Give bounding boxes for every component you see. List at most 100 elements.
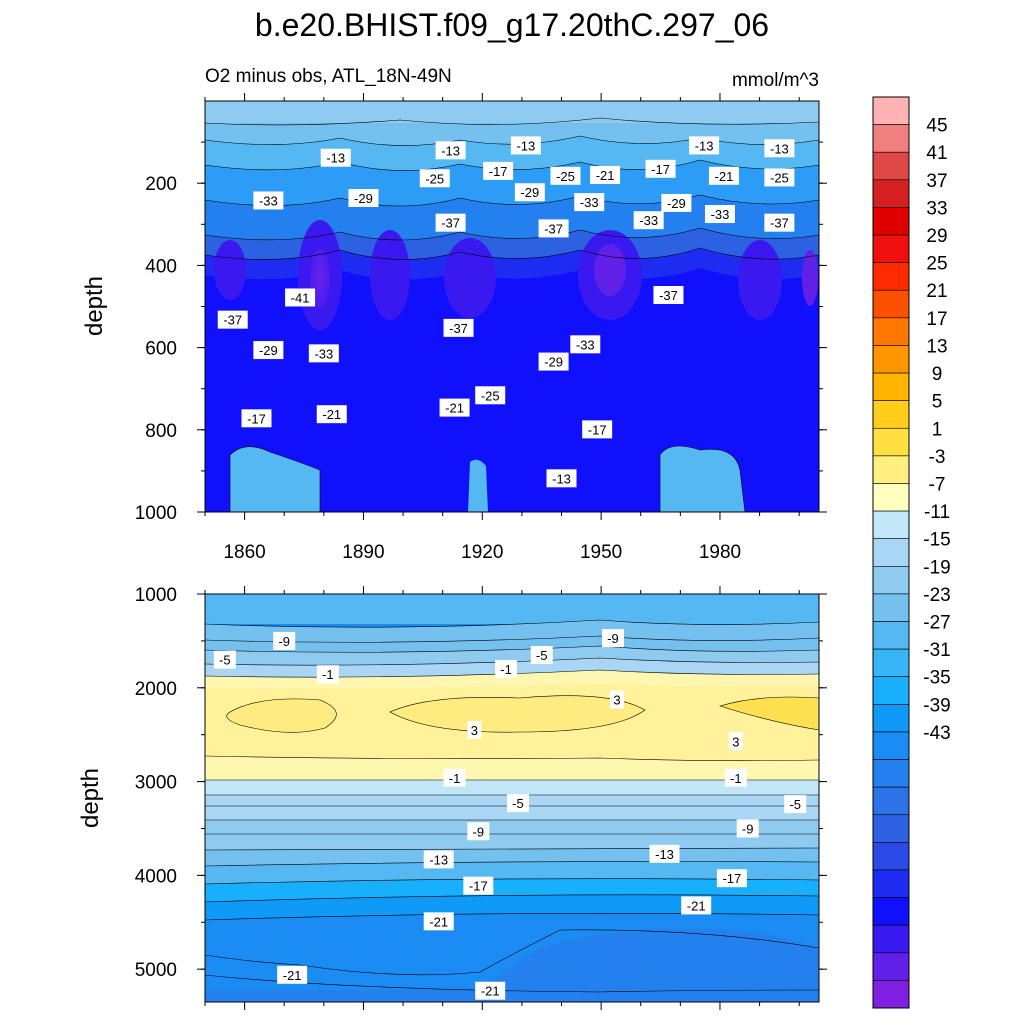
contour-label: -25: [764, 168, 794, 186]
contour-label-text: -13: [655, 847, 674, 862]
colorbar-swatch: [873, 97, 909, 125]
colorbar-swatch: [873, 207, 909, 235]
y-tick-label: 1000: [135, 503, 177, 524]
contour-label: -29: [348, 189, 378, 207]
contour-label: -21: [709, 167, 739, 185]
upper-y-axis-title: depth: [81, 276, 108, 336]
contour-label: 3: [610, 691, 624, 709]
colorbar-swatch: [873, 566, 909, 594]
x-tick-label: 1920: [461, 542, 503, 563]
contour-label: -21: [681, 896, 711, 914]
colorbar-label: -11: [924, 502, 950, 523]
contour-label-text: -21: [283, 968, 302, 983]
colorbar-label: 9: [932, 364, 943, 385]
contour-label: -5: [214, 651, 236, 669]
contour-label-text: -33: [576, 337, 595, 352]
contour-label-text: -17: [247, 411, 266, 426]
contour-label: -21: [475, 982, 505, 1000]
colorbar-label: 33: [926, 198, 947, 219]
colorbar-label: 37: [926, 171, 947, 192]
contour-label-text: -21: [596, 168, 615, 183]
contour-label: -21: [277, 966, 307, 984]
colorbar-swatch: [873, 290, 909, 318]
colorbar-swatch: [873, 980, 909, 1008]
y-tick-label: 4000: [135, 866, 177, 887]
colorbar-swatch: [873, 125, 909, 153]
contour-label: -21: [424, 912, 454, 930]
colorbar-label: -7: [929, 474, 946, 495]
figure: b.e20.BHIST.f09_g17.20thC.297_06 O2 minu…: [0, 0, 1024, 1024]
contour-label-text: -29: [544, 355, 563, 370]
contour-label: -29: [515, 183, 545, 201]
contour-label: -25: [420, 169, 450, 187]
contour-label: -17: [463, 877, 493, 895]
colorbar-label: 21: [926, 281, 947, 302]
contour-label-text: -37: [441, 216, 460, 231]
contour-label: -1: [317, 665, 339, 683]
contour-label-text: -1: [500, 662, 512, 677]
contour-label: -37: [444, 319, 474, 337]
colorbar-label: 1: [932, 419, 943, 440]
colorbar-label: -15: [923, 530, 950, 551]
contour-label: 3: [467, 721, 481, 739]
contour-label-text: -29: [667, 196, 686, 211]
contour-label: -5: [531, 646, 553, 664]
contour-label-text: -5: [219, 653, 231, 668]
contour-label-text: -5: [512, 796, 524, 811]
contour-label: -29: [539, 353, 569, 371]
colorbar-label: -43: [923, 723, 950, 744]
contour-label-text: -33: [639, 213, 658, 228]
contour-label: -37: [764, 214, 794, 232]
colorbar-swatch: [873, 704, 909, 732]
contour-label: -37: [539, 219, 569, 237]
contour-label-text: -33: [314, 346, 333, 361]
contour-label: 3: [729, 732, 743, 750]
y-tick-label: 400: [145, 256, 177, 277]
colorbar-swatch: [873, 898, 909, 926]
contour-label-text: -29: [354, 191, 373, 206]
colorbar-swatch: [873, 870, 909, 898]
colorbar-swatch: [873, 456, 909, 484]
contour-label-text: -25: [770, 170, 789, 185]
contour-label-text: -29: [259, 343, 278, 358]
y-tick-label: 5000: [135, 960, 177, 981]
contour-label: -33: [574, 193, 604, 211]
colorbar-swatch: [873, 649, 909, 677]
contour-label: -13: [547, 469, 577, 487]
contour-label: -33: [253, 191, 283, 209]
contour-label-text: -37: [223, 313, 242, 328]
contour-label: -25: [475, 386, 505, 404]
contour-label-text: -13: [326, 151, 345, 166]
y-tick-label: 2000: [135, 679, 177, 700]
colorbar-swatch: [873, 539, 909, 567]
contour-label-text: 3: [732, 734, 739, 749]
colorbar-swatch: [873, 318, 909, 346]
chart-subtitle: O2 minus obs, ATL_18N-49N: [205, 66, 452, 87]
contour-label-text: -17: [469, 879, 488, 894]
contour-label-text: -13: [552, 471, 571, 486]
colorbar-swatch: [873, 622, 909, 650]
y-tick-label: 1000: [135, 585, 177, 606]
contour-label: -13: [689, 136, 719, 154]
colorbar-swatch: [873, 677, 909, 705]
contour-label: -21: [317, 405, 347, 423]
colorbar-label: -39: [923, 695, 950, 716]
contour-label-text: 3: [613, 693, 620, 708]
contour-label-text: -5: [536, 648, 548, 663]
colorbar-label: -31: [923, 640, 950, 661]
contour-label-text: -13: [429, 852, 448, 867]
units-label: mmol/m^3: [732, 70, 819, 91]
contour-label-text: -25: [425, 171, 444, 186]
contour-label-text: -37: [544, 221, 563, 236]
colorbar-label: -35: [923, 668, 950, 689]
contour-label: -9: [467, 822, 489, 840]
contour-label: -9: [273, 632, 295, 650]
chart-title: b.e20.BHIST.f09_g17.20thC.297_06: [255, 7, 769, 43]
contour-label-text: -9: [278, 634, 290, 649]
contour-label-text: -21: [322, 407, 341, 422]
contour-label: -33: [705, 205, 735, 223]
contour-label-text: -37: [449, 321, 468, 336]
colorbar-label: 5: [932, 392, 943, 413]
colorbar-swatch: [873, 345, 909, 373]
colorbar: 454137332925211713951-3-7-11-15-19-23-27…: [873, 97, 951, 1008]
